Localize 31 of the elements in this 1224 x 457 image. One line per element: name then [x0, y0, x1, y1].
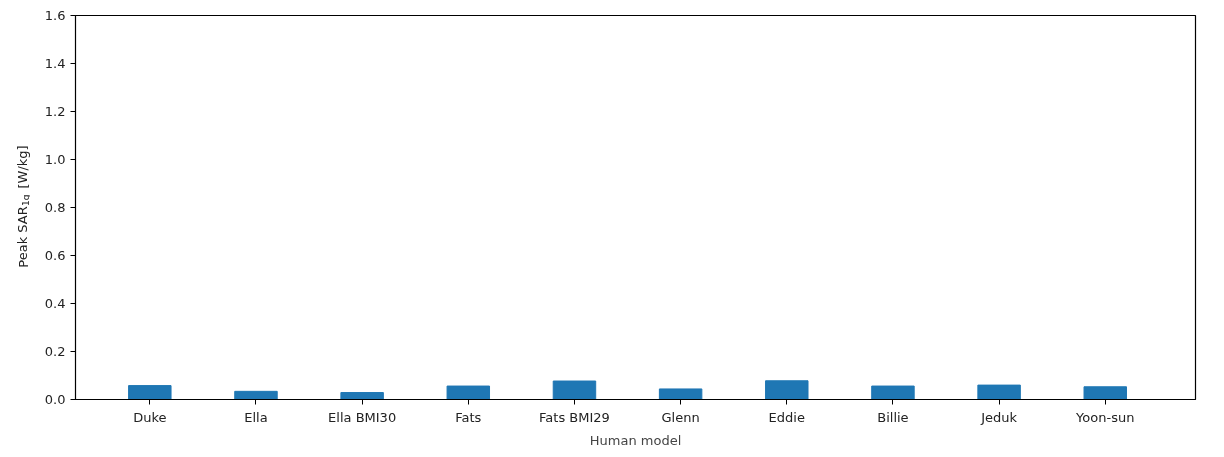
bar — [977, 384, 1021, 400]
bar — [658, 388, 703, 400]
bar — [765, 380, 809, 400]
x-tick-label: Yoon-sun — [1075, 409, 1135, 425]
bar — [871, 385, 915, 400]
x-axis-title: Human model — [589, 432, 682, 448]
y-axis-title: Peak SAR1g [W/kg] — [15, 145, 31, 268]
bar — [340, 392, 384, 400]
x-tick-label: Ella BMI30 — [328, 409, 397, 425]
x-tick-label: Eddie — [768, 409, 805, 425]
bar — [446, 385, 491, 400]
x-tick-label: Duke — [133, 409, 167, 425]
y-tick-label: 1.0 — [44, 152, 66, 167]
x-tick-label: Fats — [455, 409, 482, 425]
y-tick-label: 0.6 — [44, 248, 66, 263]
x-tick-label: Billie — [877, 409, 909, 425]
x-tick-label: Glenn — [661, 409, 700, 425]
y-tick-label: 1.6 — [44, 8, 66, 23]
bar — [234, 390, 278, 400]
x-tick-label: Ella — [244, 409, 268, 425]
y-tick-label: 0.4 — [44, 296, 66, 311]
y-tick-label: 1.2 — [44, 104, 66, 119]
y-tick-label: 1.4 — [44, 56, 66, 71]
y-tick-label: 0.8 — [44, 200, 66, 215]
y-tick-label: 0.0 — [44, 392, 66, 407]
bar — [552, 380, 597, 400]
y-tick-label: 0.2 — [44, 344, 66, 359]
x-tick-label: Fats BMI29 — [539, 409, 610, 425]
bar — [1083, 386, 1127, 400]
x-tick-label: Jeduk — [980, 409, 1018, 425]
bar — [128, 385, 172, 400]
